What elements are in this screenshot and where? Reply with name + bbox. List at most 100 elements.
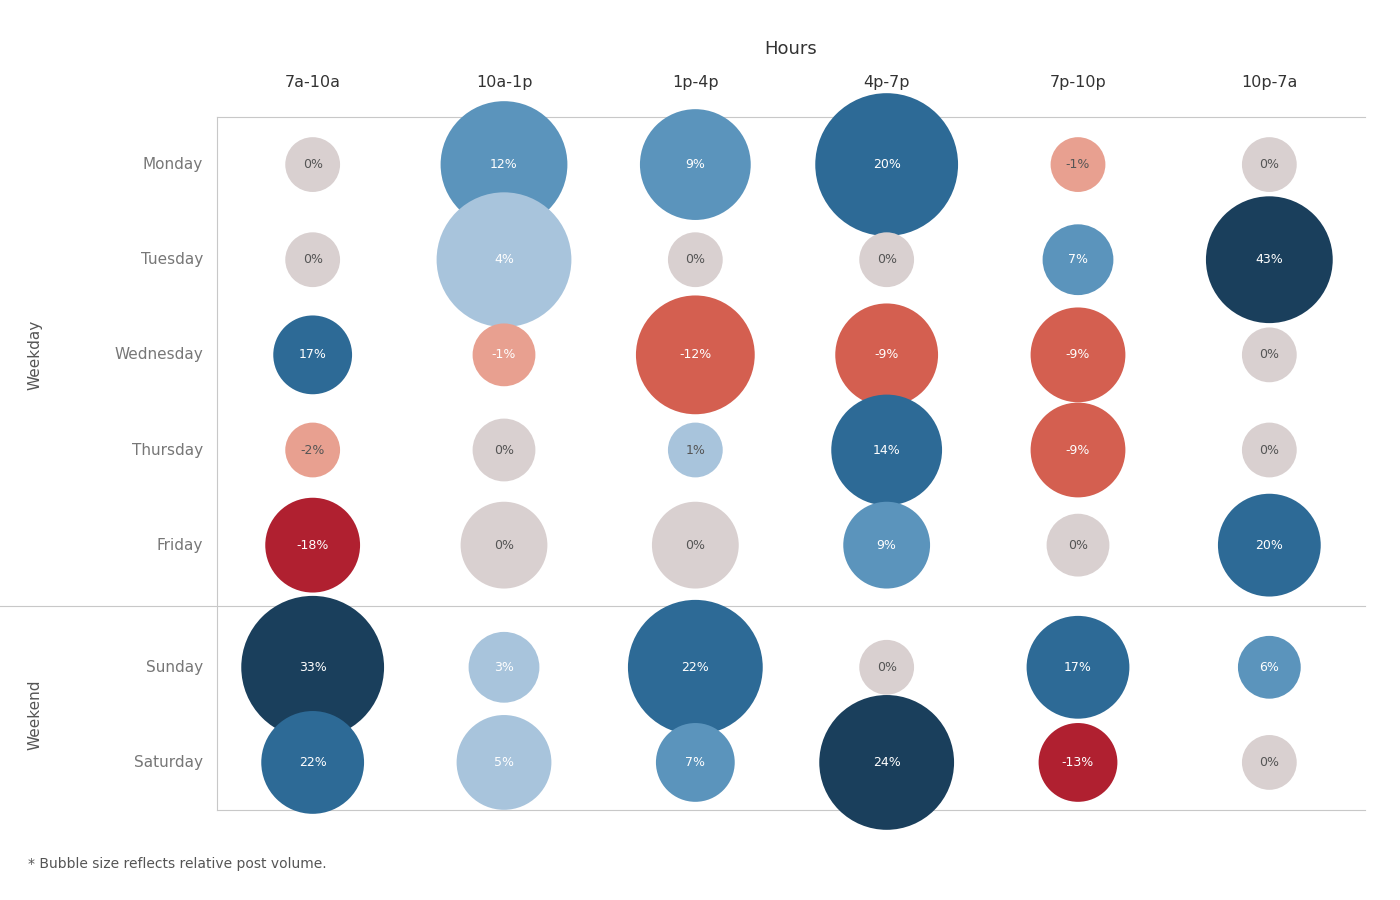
Ellipse shape (640, 109, 750, 220)
Text: Friday: Friday (157, 537, 203, 553)
Ellipse shape (1242, 735, 1296, 790)
Ellipse shape (241, 596, 384, 739)
Text: 4%: 4% (494, 253, 514, 266)
Ellipse shape (836, 303, 938, 406)
Text: -1%: -1% (491, 348, 517, 362)
Text: 43%: 43% (1256, 253, 1284, 266)
Text: 0%: 0% (494, 444, 514, 456)
Text: Tuesday: Tuesday (141, 252, 203, 267)
Ellipse shape (441, 101, 567, 228)
Text: -9%: -9% (875, 348, 899, 362)
Ellipse shape (652, 501, 739, 589)
Ellipse shape (1242, 137, 1296, 192)
Text: -1%: -1% (1065, 158, 1091, 171)
Text: 0%: 0% (302, 158, 322, 171)
Text: Monday: Monday (143, 158, 203, 172)
Ellipse shape (1026, 616, 1130, 719)
Text: 0%: 0% (876, 661, 896, 674)
Ellipse shape (1050, 137, 1106, 192)
Text: -13%: -13% (1061, 756, 1095, 769)
Text: 17%: 17% (298, 348, 326, 362)
Text: 9%: 9% (686, 158, 706, 171)
Text: -9%: -9% (1065, 348, 1091, 362)
Ellipse shape (262, 711, 364, 814)
Ellipse shape (456, 715, 552, 810)
Text: 0%: 0% (494, 538, 514, 552)
Ellipse shape (437, 193, 571, 327)
Ellipse shape (860, 640, 914, 695)
Text: Weekend: Weekend (28, 680, 42, 750)
Text: 1p-4p: 1p-4p (672, 76, 718, 90)
Ellipse shape (819, 695, 953, 830)
Ellipse shape (668, 423, 722, 477)
Ellipse shape (668, 232, 722, 287)
Text: -18%: -18% (297, 538, 329, 552)
Ellipse shape (1242, 328, 1296, 382)
Ellipse shape (1039, 723, 1117, 802)
Text: 12%: 12% (490, 158, 518, 171)
Text: 0%: 0% (1260, 444, 1280, 456)
Ellipse shape (469, 632, 539, 703)
Ellipse shape (657, 723, 735, 802)
Ellipse shape (473, 323, 535, 386)
Ellipse shape (265, 498, 360, 592)
Ellipse shape (461, 501, 547, 589)
Text: 5%: 5% (494, 756, 514, 769)
Ellipse shape (273, 316, 351, 394)
Text: 7%: 7% (1068, 253, 1088, 266)
Ellipse shape (286, 423, 340, 477)
Text: 10a-1p: 10a-1p (476, 76, 532, 90)
Text: 3%: 3% (494, 661, 514, 674)
Text: 0%: 0% (1260, 158, 1280, 171)
Text: 24%: 24% (872, 756, 900, 769)
Text: 9%: 9% (876, 538, 896, 552)
Ellipse shape (629, 600, 763, 734)
Text: 7%: 7% (686, 756, 706, 769)
Text: 0%: 0% (686, 253, 706, 266)
Text: 0%: 0% (1260, 756, 1280, 769)
Text: 22%: 22% (298, 756, 326, 769)
Text: 20%: 20% (872, 158, 900, 171)
Ellipse shape (1043, 224, 1113, 295)
Text: -12%: -12% (679, 348, 711, 362)
Text: 6%: 6% (1260, 661, 1280, 674)
Text: Weekday: Weekday (28, 320, 42, 390)
Ellipse shape (1218, 494, 1320, 597)
Ellipse shape (473, 418, 535, 482)
Text: 0%: 0% (1068, 538, 1088, 552)
Ellipse shape (1047, 514, 1109, 577)
Text: Hours: Hours (764, 40, 818, 58)
Ellipse shape (286, 232, 340, 287)
Text: 7p-10p: 7p-10p (1050, 76, 1106, 90)
Ellipse shape (1030, 402, 1126, 498)
Text: -2%: -2% (301, 444, 325, 456)
Text: 33%: 33% (298, 661, 326, 674)
Text: 10p-7a: 10p-7a (1242, 76, 1298, 90)
Text: 20%: 20% (1256, 538, 1284, 552)
Text: Thursday: Thursday (132, 443, 203, 457)
Ellipse shape (843, 501, 930, 589)
Text: 14%: 14% (872, 444, 900, 456)
Ellipse shape (1242, 423, 1296, 477)
Text: Sunday: Sunday (146, 660, 203, 675)
Ellipse shape (636, 295, 755, 414)
Ellipse shape (1030, 308, 1126, 402)
Text: 22%: 22% (682, 661, 710, 674)
Ellipse shape (1205, 196, 1333, 323)
Text: -9%: -9% (1065, 444, 1091, 456)
Text: 0%: 0% (686, 538, 706, 552)
Text: 0%: 0% (302, 253, 322, 266)
Text: Saturday: Saturday (134, 755, 203, 770)
Text: Wednesday: Wednesday (115, 347, 203, 363)
Ellipse shape (1238, 636, 1301, 698)
Ellipse shape (815, 94, 958, 236)
Ellipse shape (860, 232, 914, 287)
Ellipse shape (286, 137, 340, 192)
Text: * Bubble size reflects relative post volume.: * Bubble size reflects relative post vol… (28, 857, 326, 871)
Text: 0%: 0% (876, 253, 896, 266)
Text: 4p-7p: 4p-7p (864, 76, 910, 90)
Text: 17%: 17% (1064, 661, 1092, 674)
Text: 1%: 1% (686, 444, 706, 456)
Text: 7a-10a: 7a-10a (284, 76, 340, 90)
Ellipse shape (832, 394, 942, 506)
